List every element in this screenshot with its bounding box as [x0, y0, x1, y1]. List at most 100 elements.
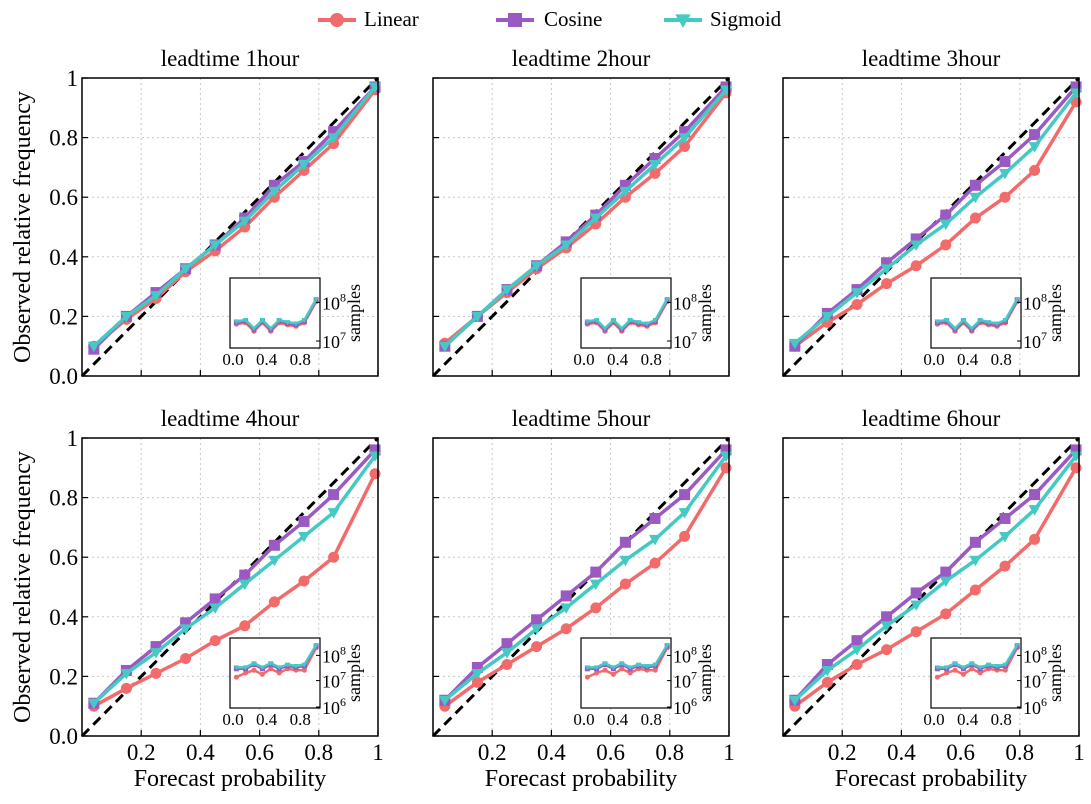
x-axis-label: Forecast probability [485, 766, 678, 792]
series-line [793, 454, 1078, 702]
panel-title: leadtime 1hour [161, 46, 300, 71]
legend: Linear Cosine Sigmoid [318, 7, 782, 31]
inset-x-tick-label: 0.0 [573, 350, 594, 369]
inset-x-tick-label: 0.8 [290, 350, 311, 369]
axes-frame [432, 77, 730, 377]
data-point [679, 489, 691, 501]
ticks [82, 437, 379, 737]
data-point [999, 512, 1011, 524]
series-line [92, 454, 377, 705]
data-point [720, 444, 732, 456]
inset-x-tick-label: 0.0 [573, 710, 594, 729]
y-tick-label: 0.8 [49, 486, 78, 511]
inset-line-linear [235, 647, 318, 679]
legend-label: Linear [364, 7, 419, 31]
data-point [619, 179, 631, 191]
series-line [793, 448, 1078, 702]
data-point [438, 341, 451, 353]
y-tick-label: 0.6 [49, 545, 78, 570]
data-point [297, 160, 311, 171]
y-tick-label: 0.6 [49, 185, 78, 210]
data-point [120, 669, 133, 680]
data-point [619, 186, 632, 198]
inset-line-linear [586, 647, 669, 679]
inset-y-tick-label: 107 [673, 329, 697, 352]
inset-point [960, 665, 967, 671]
inset-line-sigmoid [587, 298, 669, 331]
panel-6: leadtime 6hour 0.2 0.4 0.6 0.8 1 Forecast prob… [781, 406, 1085, 792]
legend-item-linear: Linear [318, 7, 419, 31]
data-point [589, 213, 602, 225]
series-sigmoid [438, 85, 733, 353]
series-linear [789, 462, 1082, 712]
data-point [881, 644, 893, 656]
data-point [438, 695, 451, 707]
data-point [87, 341, 100, 353]
y-tick-label: 0.0 [49, 364, 78, 389]
inset-y-axis-label: samples [1045, 284, 1065, 342]
data-point [999, 191, 1011, 203]
legend-item-cosine: Cosine [496, 7, 602, 31]
inset-y-tick-label: 108 [1023, 643, 1047, 666]
inset-point [977, 318, 983, 323]
panel-title: leadtime 4hour [161, 406, 300, 431]
data-point [560, 240, 573, 251]
data-point [880, 621, 893, 632]
data-point [881, 611, 893, 623]
ticks [433, 437, 730, 737]
inset-point [268, 666, 274, 672]
inset-point [952, 326, 958, 332]
data-point [500, 648, 514, 659]
data-point [649, 152, 661, 164]
inset-point [619, 661, 625, 666]
y-tick-label: 1 [67, 66, 79, 91]
data-point [910, 600, 923, 611]
inset-line-cosine [937, 645, 1019, 671]
inset-point [977, 665, 983, 671]
series-line [793, 466, 1078, 708]
inset-point [602, 667, 608, 673]
data-point [120, 312, 133, 323]
data-point [1028, 142, 1041, 153]
series-line [793, 91, 1078, 345]
axes-frame [782, 437, 1080, 737]
y-axis-label: Observed relative frequency [10, 451, 36, 723]
x-tick-label: 0.4 [887, 740, 916, 765]
data-point [298, 515, 310, 527]
data-point [209, 593, 221, 605]
inset-y-tick-label: 108 [322, 643, 346, 666]
data-point [910, 260, 922, 272]
inset-point [1002, 662, 1009, 668]
legend-marker [508, 13, 522, 27]
data-point [560, 603, 573, 614]
data-point [939, 219, 952, 231]
inset-line-cosine [587, 645, 669, 671]
data-point [999, 155, 1011, 167]
y-tick-label: 1 [67, 426, 79, 451]
data-point [501, 638, 513, 650]
perfect-reliability-diagonal [431, 436, 731, 738]
axes-frame [432, 437, 730, 737]
inset-point [259, 318, 266, 323]
ticks [82, 77, 379, 377]
data-point [149, 291, 163, 302]
data-point [1029, 129, 1041, 141]
panel-title: leadtime 3hour [862, 46, 1001, 71]
inset-point [251, 667, 257, 673]
inset-point [593, 665, 600, 671]
inset-point [268, 661, 274, 666]
y-tick-label: 0.2 [49, 664, 78, 689]
x-tick-label: 0.6 [596, 740, 625, 765]
data-point [850, 645, 864, 656]
x-tick-label: 0.6 [946, 740, 975, 765]
inset-point [594, 670, 600, 676]
panel-title: leadtime 2hour [512, 46, 651, 71]
inset-x-tick-label: 0.4 [957, 710, 979, 729]
perfect-reliability-diagonal [80, 76, 380, 378]
data-point [881, 257, 893, 269]
